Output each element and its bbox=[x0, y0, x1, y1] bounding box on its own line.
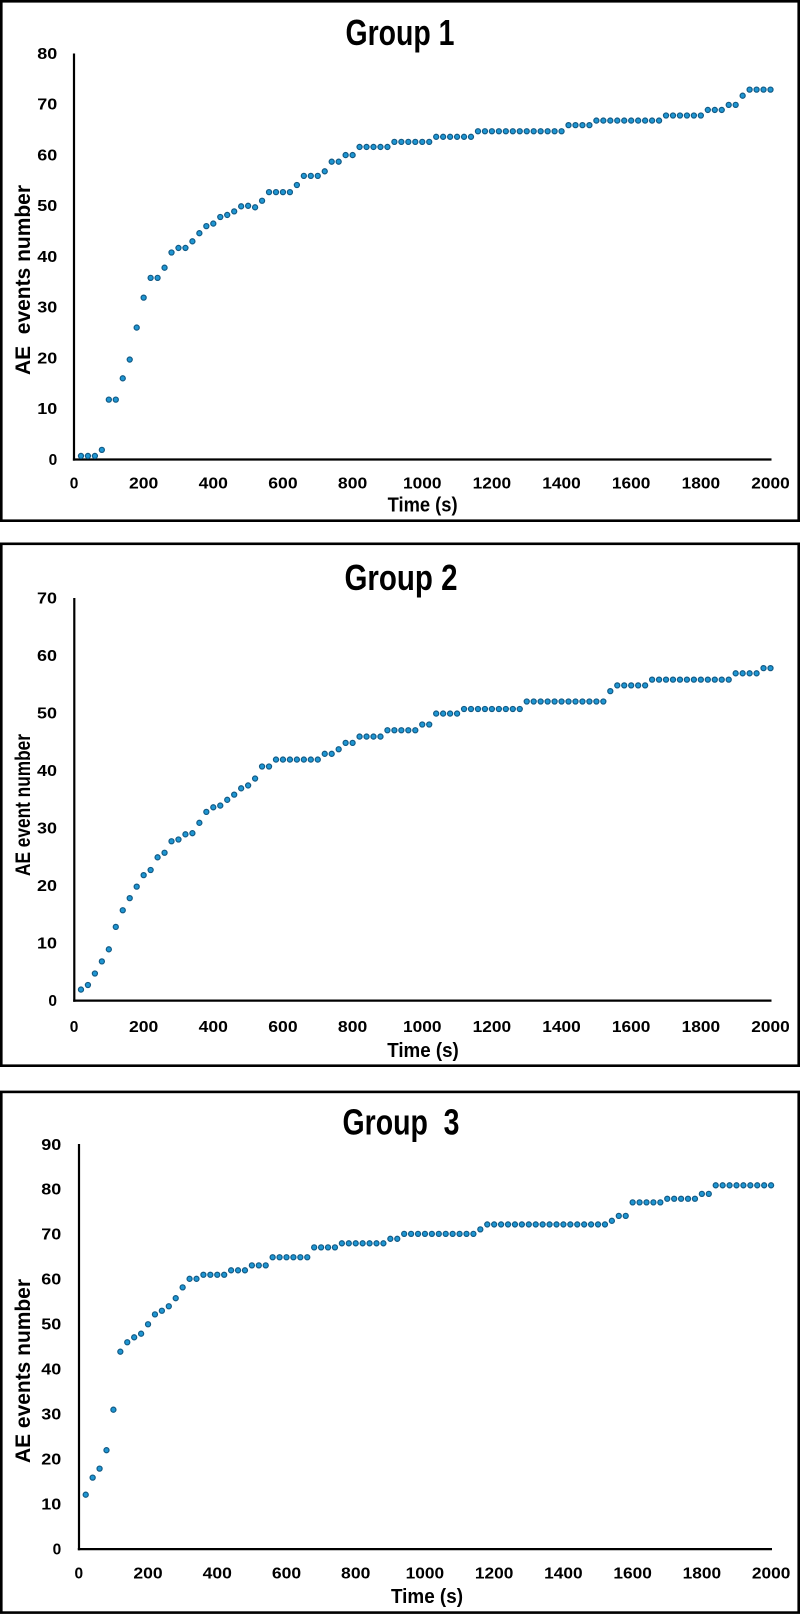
svg-text:2000: 2000 bbox=[752, 1566, 791, 1583]
svg-text:30: 30 bbox=[41, 1407, 61, 1424]
svg-text:60: 60 bbox=[37, 648, 57, 665]
svg-text:400: 400 bbox=[199, 476, 228, 493]
svg-text:Time (s): Time (s) bbox=[391, 1585, 463, 1608]
svg-text:200: 200 bbox=[129, 1019, 158, 1036]
svg-text:40: 40 bbox=[37, 763, 57, 780]
svg-text:200: 200 bbox=[129, 476, 158, 493]
svg-text:1600: 1600 bbox=[612, 476, 651, 493]
svg-text:1200: 1200 bbox=[475, 1566, 514, 1583]
svg-text:Time (s): Time (s) bbox=[388, 494, 458, 517]
svg-text:0: 0 bbox=[53, 1542, 62, 1559]
svg-text:50: 50 bbox=[41, 1317, 61, 1334]
svg-text:0: 0 bbox=[49, 452, 58, 469]
svg-text:10: 10 bbox=[41, 1497, 61, 1514]
svg-text:800: 800 bbox=[341, 1566, 370, 1583]
svg-text:2000: 2000 bbox=[751, 476, 790, 493]
svg-text:800: 800 bbox=[338, 476, 367, 493]
svg-text:400: 400 bbox=[203, 1566, 232, 1583]
svg-text:800: 800 bbox=[338, 1019, 367, 1036]
svg-text:30: 30 bbox=[37, 820, 57, 837]
svg-text:0: 0 bbox=[70, 476, 79, 493]
svg-text:AE event number: AE event number bbox=[12, 734, 35, 876]
svg-text:40: 40 bbox=[37, 249, 57, 266]
svg-text:20: 20 bbox=[41, 1452, 61, 1469]
svg-text:80: 80 bbox=[37, 46, 57, 63]
svg-text:80: 80 bbox=[41, 1182, 61, 1199]
svg-text:70: 70 bbox=[41, 1227, 61, 1244]
svg-text:AE events number: AE events number bbox=[12, 1279, 35, 1463]
svg-text:1600: 1600 bbox=[612, 1019, 651, 1036]
svg-text:1000: 1000 bbox=[403, 1019, 442, 1036]
svg-text:1400: 1400 bbox=[542, 1019, 581, 1036]
svg-text:1400: 1400 bbox=[542, 476, 581, 493]
svg-text:AE events number: AE events number bbox=[12, 185, 35, 375]
svg-text:50: 50 bbox=[37, 198, 57, 215]
svg-text:90: 90 bbox=[41, 1137, 61, 1154]
svg-text:10: 10 bbox=[37, 935, 57, 952]
svg-text:1200: 1200 bbox=[473, 476, 512, 493]
svg-text:1800: 1800 bbox=[683, 1566, 722, 1583]
svg-text:10: 10 bbox=[37, 401, 57, 418]
svg-text:0: 0 bbox=[74, 1566, 83, 1583]
svg-text:0: 0 bbox=[70, 1019, 79, 1036]
svg-text:20: 20 bbox=[37, 350, 57, 367]
svg-text:2000: 2000 bbox=[751, 1019, 790, 1036]
svg-text:600: 600 bbox=[272, 1566, 301, 1583]
svg-text:1400: 1400 bbox=[544, 1566, 583, 1583]
svg-text:20: 20 bbox=[37, 878, 57, 895]
svg-text:200: 200 bbox=[133, 1566, 162, 1583]
svg-text:Group 2: Group 2 bbox=[345, 557, 458, 598]
svg-text:1600: 1600 bbox=[613, 1566, 652, 1583]
svg-text:40: 40 bbox=[41, 1362, 61, 1379]
svg-text:70: 70 bbox=[37, 590, 57, 607]
svg-text:400: 400 bbox=[199, 1019, 228, 1036]
svg-text:600: 600 bbox=[268, 476, 297, 493]
svg-text:0: 0 bbox=[48, 993, 57, 1010]
svg-text:60: 60 bbox=[37, 147, 57, 164]
svg-text:1200: 1200 bbox=[473, 1019, 512, 1036]
svg-text:1800: 1800 bbox=[682, 476, 721, 493]
svg-text:600: 600 bbox=[268, 1019, 297, 1036]
svg-text:Group 1: Group 1 bbox=[346, 12, 455, 53]
svg-text:30: 30 bbox=[37, 300, 57, 317]
svg-text:1000: 1000 bbox=[403, 476, 442, 493]
svg-text:60: 60 bbox=[41, 1272, 61, 1289]
svg-text:1000: 1000 bbox=[406, 1566, 445, 1583]
svg-text:50: 50 bbox=[37, 705, 57, 722]
svg-text:70: 70 bbox=[37, 97, 57, 114]
svg-text:Group 3: Group 3 bbox=[343, 1102, 460, 1143]
svg-text:Time (s): Time (s) bbox=[387, 1039, 459, 1062]
svg-text:1800: 1800 bbox=[682, 1019, 721, 1036]
